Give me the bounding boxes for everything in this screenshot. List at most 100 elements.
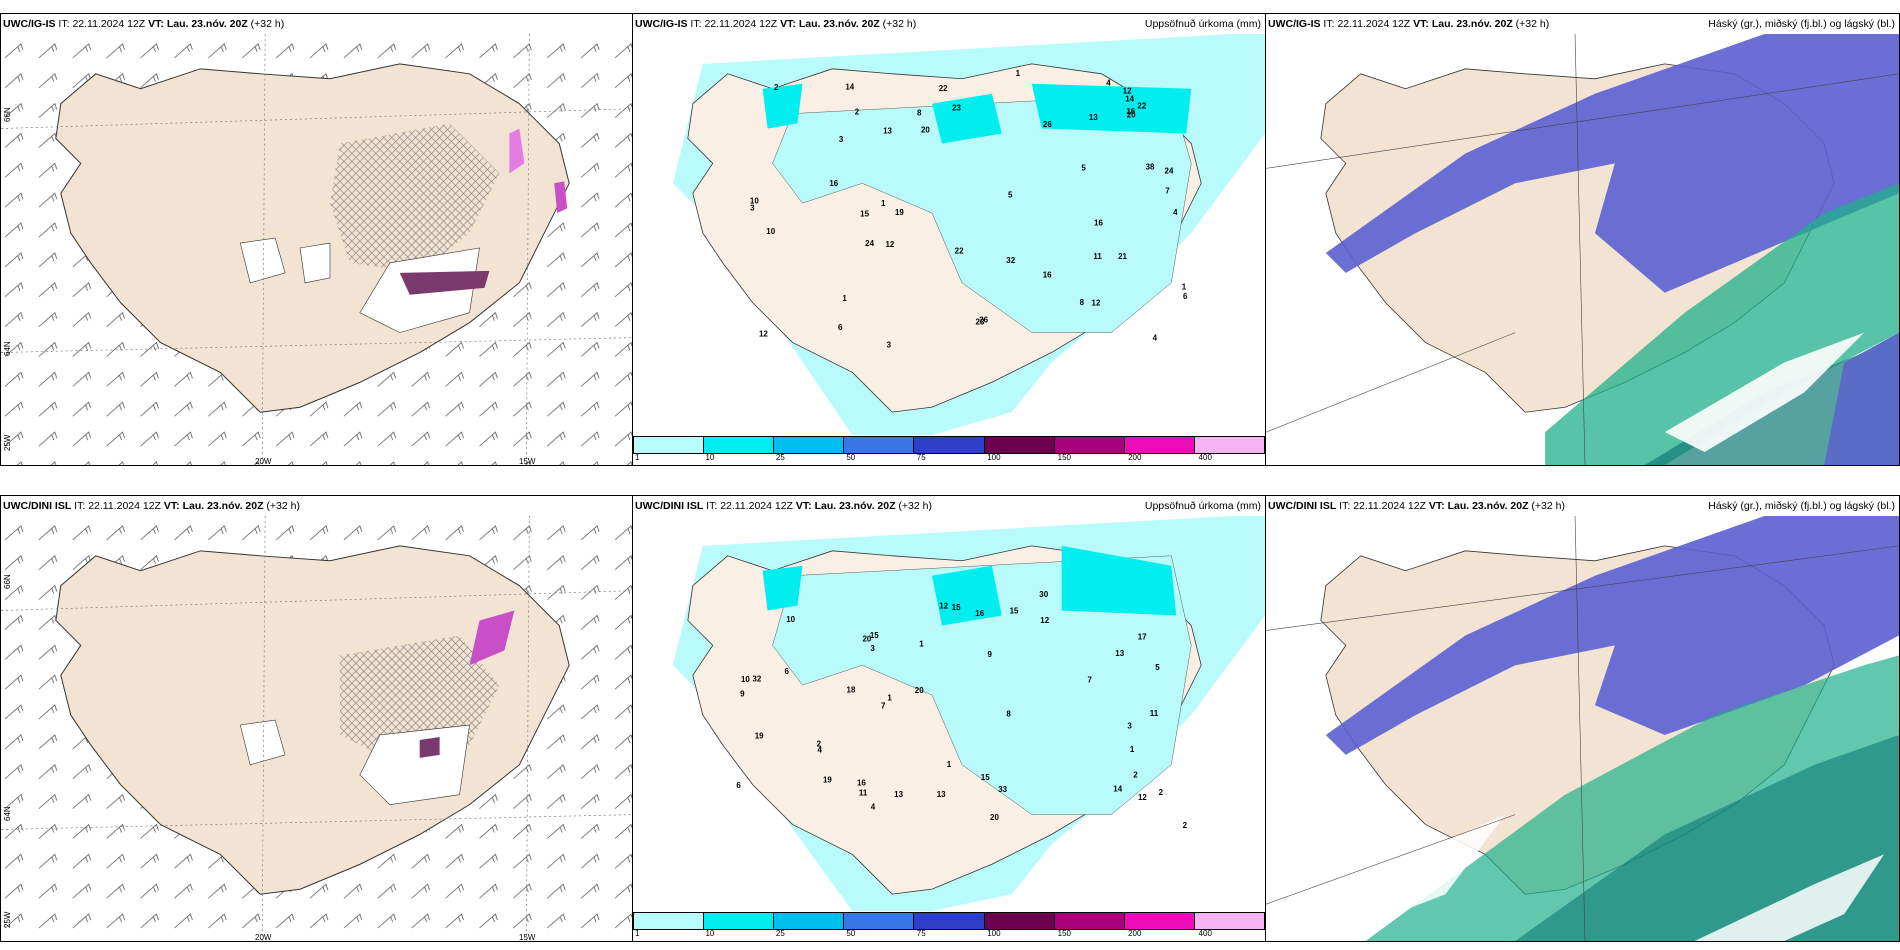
precip-value: 13: [1089, 113, 1098, 122]
lon-label: 20W: [255, 933, 272, 942]
model-name: UWC/DINI ISL: [3, 500, 72, 512]
lat-label: 66N: [3, 107, 12, 122]
precip-value: 12: [759, 329, 768, 338]
precip-value: 16: [1126, 107, 1135, 116]
precip-value: 3: [887, 341, 892, 350]
precip-value: 5: [1008, 190, 1013, 199]
lead-time: (+32 h): [1531, 500, 1565, 512]
precip-legend: [633, 912, 1265, 930]
precip-value: 18: [847, 685, 856, 694]
init-time: 22.11.2024 12Z: [1353, 500, 1426, 512]
lead-time: (+32 h): [898, 500, 932, 512]
precip-value: 38: [1146, 163, 1155, 172]
lon-label: 20W: [255, 457, 272, 466]
precip-value: 15: [870, 631, 879, 640]
precip-value: 22: [1137, 102, 1146, 111]
precip-value: 12: [1092, 299, 1101, 308]
legend-tick-label: 50: [846, 929, 856, 938]
low-cloud: [1515, 734, 1899, 941]
panel-header: UWC/DINI ISL IT: 22.11.2024 12Z VT: Lau.…: [1, 496, 632, 516]
legend-swatch: [1194, 912, 1265, 930]
legend-tick-label: 10: [705, 929, 715, 938]
valid-label: VT:: [163, 500, 180, 512]
init-time: 22.11.2024 12Z: [720, 500, 793, 512]
lon-label: 25W: [3, 434, 12, 451]
panel-header: UWC/DINI ISL IT: 22.11.2024 12Z VT: Lau.…: [633, 496, 1265, 516]
precip-values: 10 32171819303320131315151211151620191514…: [736, 590, 1187, 830]
precip-value: 26: [979, 316, 988, 325]
precip-value: 6: [1183, 292, 1188, 301]
precip-value: 2: [774, 83, 779, 92]
init-label: IT:: [58, 18, 70, 30]
valid-time: Lau. 23.nóv. 20Z: [166, 18, 248, 30]
panel-header: UWC/DINI ISL IT: 22.11.2024 12Z VT: Lau.…: [1266, 496, 1899, 516]
precip-value: 1: [1130, 745, 1135, 754]
legend-swatch: [1124, 912, 1195, 930]
precip-value: 16: [975, 609, 984, 618]
precip-value: 20: [915, 686, 924, 695]
legend-swatch: [914, 436, 985, 454]
precip-value: 15: [952, 603, 961, 612]
legend-swatch: [914, 912, 985, 930]
panel-wind-bottom: UWC/DINI ISL IT: 22.11.2024 12Z VT: Lau.…: [0, 495, 633, 942]
precip-value: 14: [1125, 95, 1134, 104]
precip-value: 20: [1127, 110, 1136, 119]
precip-value: 30: [1039, 590, 1048, 599]
wind-map: [1, 34, 632, 465]
precip-value: 13: [883, 126, 892, 135]
precip-map: 20 26 23 24 22 21 32 38 22 16 14 13 14 16 10 23 22 26 20 16…: [633, 34, 1265, 435]
precip-value: 10: [786, 615, 795, 624]
precip-value: 6: [736, 781, 741, 790]
precip-value: 1: [842, 294, 847, 303]
init-label: IT:: [74, 500, 86, 512]
precip-value: 1: [947, 760, 952, 769]
precip-value: 22: [955, 246, 964, 255]
legend-tick-label: 10: [705, 453, 715, 462]
precip-value: 6: [838, 323, 843, 332]
precip-value: 19: [755, 731, 764, 740]
lon-label: 15W: [519, 933, 536, 942]
panel-header: UWC/IG-IS IT: 22.11.2024 12Z VT: Lau. 23…: [1266, 14, 1899, 34]
lead-time: (+32 h): [266, 500, 300, 512]
valid-label: VT:: [795, 500, 812, 512]
panel-precip-bottom: UWC/DINI ISL IT: 22.11.2024 12Z VT: Lau.…: [632, 495, 1266, 942]
precip-value: 5: [1155, 663, 1160, 672]
legend-tick-label: 200: [1128, 453, 1142, 462]
precip-value: 5: [1081, 163, 1086, 172]
precip-value: 9: [740, 689, 745, 698]
precip-value: 12: [1138, 793, 1147, 802]
panel-clouds-bottom: UWC/DINI ISL IT: 22.11.2024 12Z VT: Lau.…: [1265, 495, 1900, 942]
precip-value: 4: [871, 803, 876, 812]
precip-value: 16: [1094, 218, 1103, 227]
legend-tick-label: 400: [1198, 453, 1212, 462]
legend-swatch: [774, 912, 845, 930]
init-label: IT:: [1323, 18, 1335, 30]
precip-value: 7: [881, 701, 886, 710]
precip-value: 1: [881, 199, 886, 208]
precip-value: 22: [939, 84, 948, 93]
legend-tick-label: 25: [775, 929, 785, 938]
legend-tick-label: 100: [987, 453, 1001, 462]
cloud-map: [1266, 34, 1899, 465]
wind-map: [1, 516, 632, 941]
precip-value: 19: [895, 208, 904, 217]
lead-time: (+32 h): [250, 18, 285, 30]
lat-label: 66N: [3, 574, 12, 589]
valid-label: VT:: [780, 18, 796, 30]
legend-swatch: [1124, 436, 1195, 454]
lead-time: (+32 h): [1515, 18, 1550, 30]
legend-tick-label: 100: [987, 929, 1001, 938]
precip-value: 20: [862, 635, 871, 644]
precip-value: 24: [865, 239, 874, 248]
model-name: UWC/IG-IS: [3, 18, 56, 30]
valid-time: Lau. 23.nóv. 20Z: [182, 500, 264, 512]
precip-value: 32: [752, 674, 761, 683]
precip-value: 13: [894, 790, 903, 799]
precip-value: 12: [939, 602, 948, 611]
precip-value: 32: [1006, 256, 1015, 265]
valid-label: VT:: [148, 18, 164, 30]
precip-title: Uppsöfnuð úrkoma (mm): [1144, 18, 1261, 30]
legend-swatch: [984, 436, 1055, 454]
precip-value: 10: [741, 675, 750, 684]
init-label: IT:: [1339, 500, 1351, 512]
